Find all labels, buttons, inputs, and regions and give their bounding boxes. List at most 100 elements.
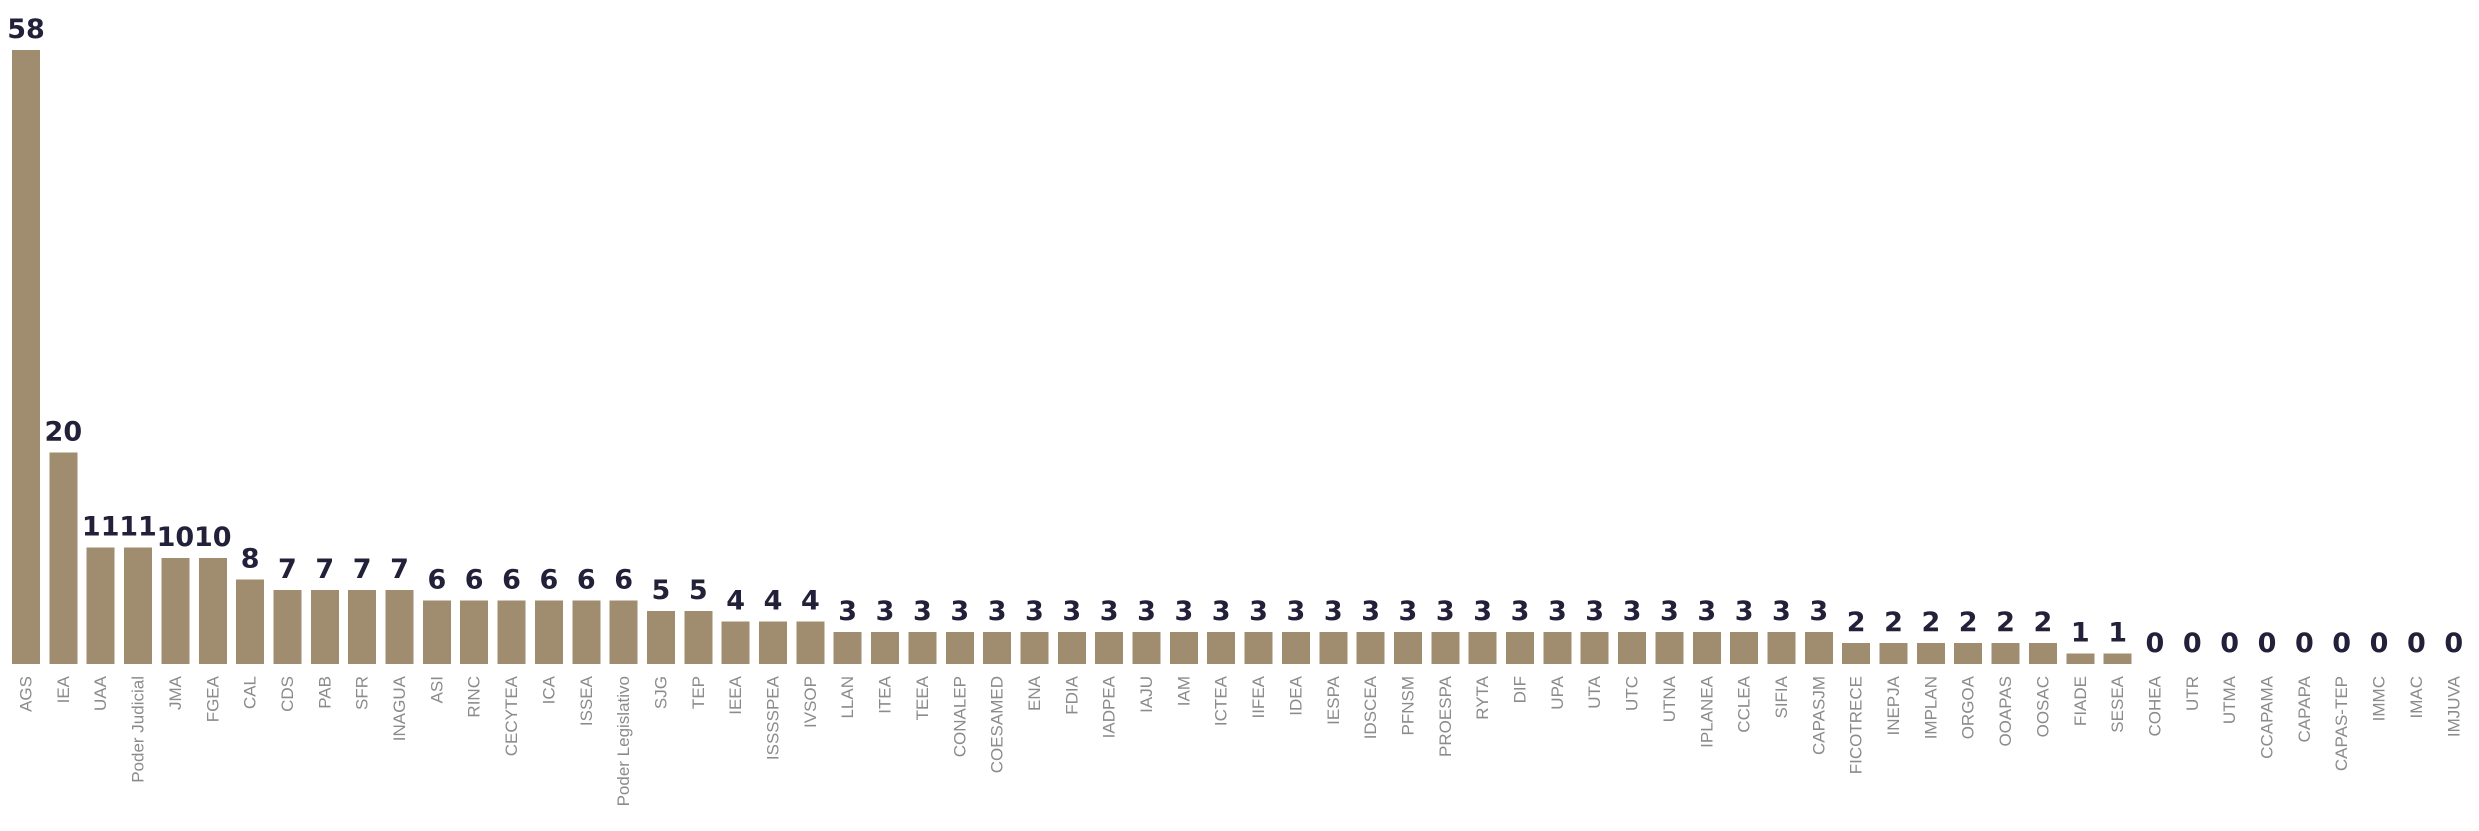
bar-inagua xyxy=(385,589,414,664)
tick-label: UPA xyxy=(1548,675,1567,709)
tick-label: UAA xyxy=(91,675,110,711)
value-label: 3 xyxy=(1623,596,1642,627)
bar-fdia xyxy=(1057,632,1086,664)
tick-label: IMMC xyxy=(2370,676,2389,721)
tick-label: UTNA xyxy=(1660,675,1679,722)
tick-label: UTC xyxy=(1623,676,1642,711)
tick-label: PAB xyxy=(315,676,334,709)
bar-iplanea xyxy=(1692,632,1721,664)
bar-asi xyxy=(422,600,451,664)
value-label: 3 xyxy=(1100,596,1119,627)
value-label: 0 xyxy=(2295,628,2314,659)
tick-label: SIFIA xyxy=(1772,675,1791,718)
tick-label: CCLEA xyxy=(1735,675,1754,732)
bar-orgoa xyxy=(1954,642,1983,664)
bar-ivsop xyxy=(796,621,825,664)
tick-label: IPLANEA xyxy=(1697,675,1716,747)
bar-rinc xyxy=(460,600,489,664)
bar-conalep xyxy=(945,632,974,664)
tick-label: IAM xyxy=(1174,676,1193,706)
value-label: 20 xyxy=(45,416,83,447)
bar-tep xyxy=(684,611,713,664)
bar-ena xyxy=(1020,632,1049,664)
tick-label: FICOTRECE xyxy=(1847,676,1866,774)
bar-poder-legislativo xyxy=(609,600,638,664)
value-label: 4 xyxy=(764,586,783,617)
bar-isssspea xyxy=(759,621,787,664)
bar-ieea xyxy=(721,621,750,664)
tick-label: JMA xyxy=(166,675,185,710)
bar-iam xyxy=(1169,632,1198,664)
value-label: 0 xyxy=(2332,628,2351,659)
value-label: 3 xyxy=(1473,596,1492,627)
value-label: 11 xyxy=(119,512,157,543)
bar-inepja xyxy=(1879,642,1908,664)
tick-label: IADPEA xyxy=(1100,675,1119,738)
value-label: 3 xyxy=(1660,596,1679,627)
tick-label: IAJU xyxy=(1137,676,1156,713)
value-label: 3 xyxy=(1511,596,1530,627)
bar-ica xyxy=(534,600,563,664)
value-label: 1 xyxy=(2108,617,2127,648)
bar-pab xyxy=(310,589,339,664)
value-label: 0 xyxy=(2444,628,2463,659)
value-label: 2 xyxy=(1921,607,1940,638)
tick-label: SFR xyxy=(353,676,372,710)
value-label: 6 xyxy=(502,564,521,595)
tick-label: SJG xyxy=(651,676,670,709)
bar-pfnsm xyxy=(1393,632,1422,664)
bar-llan xyxy=(833,632,862,664)
bar-ictea xyxy=(1207,632,1236,664)
tick-label: TEP xyxy=(689,676,708,709)
value-label: 3 xyxy=(1772,596,1791,627)
bar-ficotrece xyxy=(1842,642,1871,664)
tick-label: ORGOA xyxy=(1959,675,1978,739)
value-label: 3 xyxy=(1025,596,1044,627)
value-label: 3 xyxy=(1436,596,1455,627)
tick-label: LLAN xyxy=(838,676,857,719)
value-label: 3 xyxy=(1697,596,1716,627)
bar-ags xyxy=(12,50,40,664)
value-label: 6 xyxy=(540,564,559,595)
bar-iifea xyxy=(1244,632,1273,664)
tick-labels-layer: AGS IEA UAA Poder Judicial JMA FGEA CAL CDS PAB S… xyxy=(17,675,2464,806)
value-label: 4 xyxy=(801,586,820,617)
bar-capasjm xyxy=(1804,632,1833,664)
value-label: 3 xyxy=(913,596,932,627)
tick-label: IESPA xyxy=(1324,675,1343,724)
value-label: 3 xyxy=(1735,596,1754,627)
value-label: 0 xyxy=(2370,628,2389,659)
value-label: 3 xyxy=(876,596,895,627)
value-label: 3 xyxy=(1361,596,1380,627)
value-label: 0 xyxy=(2220,628,2239,659)
tick-label: TEEA xyxy=(913,675,932,720)
bar-iespa xyxy=(1319,632,1348,664)
value-label: 10 xyxy=(157,522,195,553)
tick-label: ISSSSPEA xyxy=(764,675,783,760)
tick-label: AGS xyxy=(17,676,36,712)
value-label: 7 xyxy=(353,554,372,585)
value-label: 58 xyxy=(7,14,45,45)
bar-itea xyxy=(871,632,900,664)
value-label: 7 xyxy=(278,554,297,585)
tick-label: INAGUA xyxy=(390,675,409,741)
bar-sifia xyxy=(1767,632,1796,664)
bar-upa xyxy=(1543,632,1572,664)
value-label: 7 xyxy=(390,554,409,585)
value-label: 3 xyxy=(1062,596,1081,627)
value-label: 5 xyxy=(652,575,671,606)
value-label: 6 xyxy=(427,564,446,595)
bar-issea xyxy=(572,600,601,664)
tick-label: FIADE xyxy=(2071,676,2090,726)
tick-label: COESAMED xyxy=(988,676,1007,773)
bar-uaa xyxy=(86,547,115,664)
tick-label: Poder Judicial xyxy=(129,676,148,783)
value-label: 6 xyxy=(465,564,484,595)
tick-label: DIF xyxy=(1511,676,1530,703)
bar-utna xyxy=(1655,632,1684,664)
tick-label: FGEA xyxy=(203,675,222,722)
tick-label: CAPAS-TEP xyxy=(2332,676,2351,771)
bar-uta xyxy=(1580,632,1609,664)
value-label: 0 xyxy=(2183,628,2202,659)
